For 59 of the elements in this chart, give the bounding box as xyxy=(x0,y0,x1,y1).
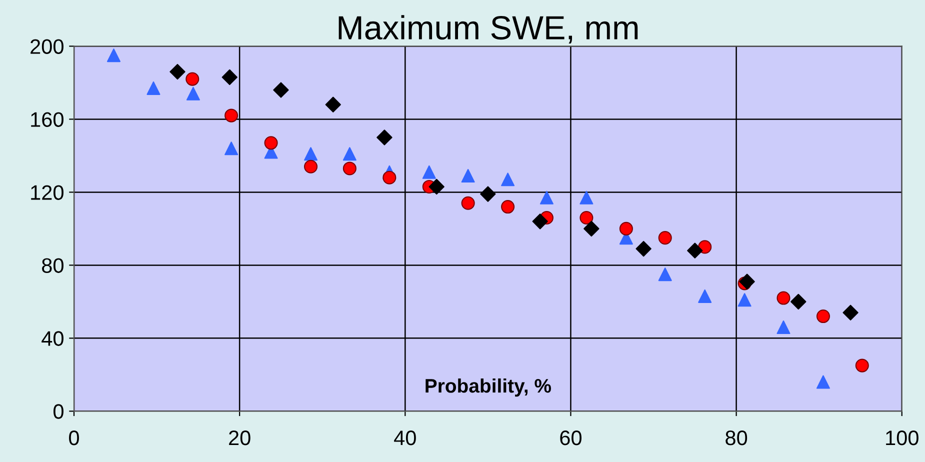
point xyxy=(816,375,830,389)
point xyxy=(532,214,548,230)
x-tick-label: 80 xyxy=(726,430,748,446)
point xyxy=(580,210,594,225)
point xyxy=(304,147,318,161)
point xyxy=(422,165,436,179)
point xyxy=(376,130,392,146)
point xyxy=(222,69,238,86)
y-tick-label: 0 xyxy=(54,404,64,419)
point xyxy=(382,170,396,184)
point xyxy=(170,64,186,80)
point xyxy=(540,190,554,204)
y-tick-label: 200 xyxy=(30,39,64,54)
point xyxy=(842,304,858,320)
point xyxy=(816,310,830,324)
point xyxy=(619,222,633,236)
point xyxy=(739,274,755,290)
y-tick-label: 80 xyxy=(42,258,64,273)
point xyxy=(580,190,594,204)
point xyxy=(636,240,652,257)
point xyxy=(584,220,600,237)
point xyxy=(342,162,356,176)
point xyxy=(106,48,121,62)
point xyxy=(186,86,200,100)
y-tick-label: 120 xyxy=(31,185,64,200)
x-axis-title: Probability, % xyxy=(426,378,551,397)
x-tick-label: 20 xyxy=(229,430,250,446)
point xyxy=(698,240,712,254)
point xyxy=(501,200,515,214)
point xyxy=(186,72,200,86)
x-tick-label: 40 xyxy=(394,430,416,446)
point xyxy=(273,82,289,98)
chart-title: Maximum SWE, mm xyxy=(338,15,638,44)
point xyxy=(461,196,475,210)
point xyxy=(738,293,752,307)
x-tick-label: 100 xyxy=(886,430,918,446)
point xyxy=(428,178,444,195)
point xyxy=(790,294,806,310)
point xyxy=(224,142,238,156)
point xyxy=(658,231,672,245)
point xyxy=(224,108,238,122)
point xyxy=(325,96,341,112)
point xyxy=(855,358,869,372)
point xyxy=(776,320,790,334)
point xyxy=(480,186,496,202)
y-tick-label: 40 xyxy=(42,331,64,346)
x-tick-label: 0 xyxy=(69,430,79,446)
point xyxy=(461,169,475,183)
point xyxy=(698,289,712,303)
point xyxy=(304,160,318,174)
point xyxy=(658,268,672,282)
point xyxy=(146,81,160,95)
y-tick-label: 160 xyxy=(31,112,64,127)
point xyxy=(501,172,515,186)
x-tick-label: 60 xyxy=(560,430,582,446)
point xyxy=(342,147,356,161)
point xyxy=(776,291,790,305)
point xyxy=(687,242,703,258)
point xyxy=(264,136,278,150)
